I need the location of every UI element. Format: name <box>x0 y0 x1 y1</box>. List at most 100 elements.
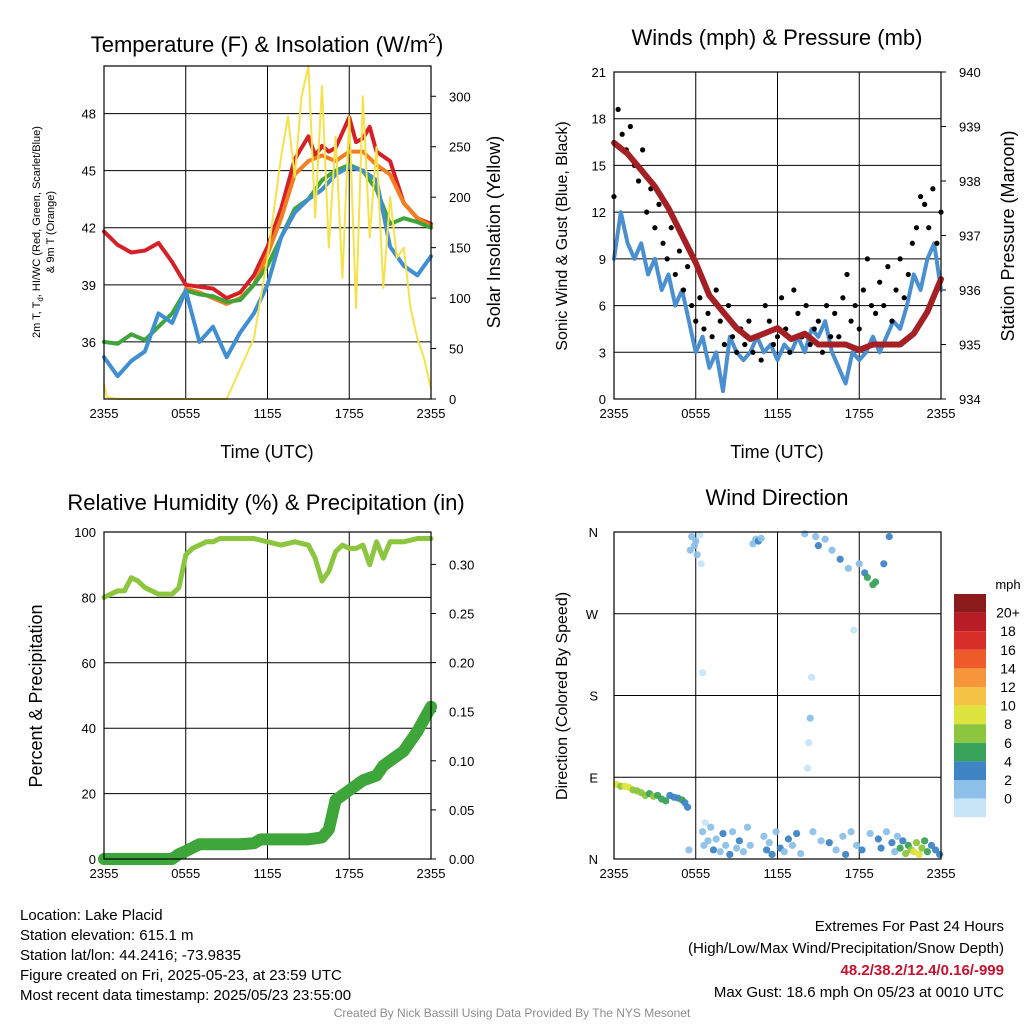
direction-point <box>852 841 861 849</box>
direction-point <box>921 837 929 845</box>
y-axis-label: Direction (Colored By Speed) <box>554 592 571 800</box>
chart-title: Temperature (F) & Insolation (W/m2) <box>91 30 444 57</box>
direction-point <box>910 848 918 856</box>
y2-tick-label: 938 <box>959 174 981 189</box>
x-tick-label: 2355 <box>90 406 119 421</box>
extremes-values: 48.2/38.2/12.4/0.16/-999 <box>840 962 1004 979</box>
direction-point <box>797 849 805 858</box>
direction-point <box>683 803 692 811</box>
gust-point <box>819 349 826 355</box>
series-line-precipitation <box>98 700 437 865</box>
max-gust: Max Gust: 18.6 mph On 05/23 at 0010 UTC <box>713 984 1004 1001</box>
y-tick-label: 0 <box>599 392 606 407</box>
direction-point <box>817 837 825 845</box>
y-tick-label: S <box>589 689 598 704</box>
y2-tick-label: 250 <box>449 140 471 155</box>
gust-point <box>668 225 674 231</box>
direction-point <box>704 837 712 845</box>
gust-point <box>770 341 777 348</box>
direction-point <box>712 835 720 843</box>
gust-point <box>672 271 678 278</box>
gust-point <box>848 318 854 324</box>
gust-point <box>811 326 817 332</box>
colorbar-title: mph <box>995 577 1020 592</box>
y2-tick-label: 0.15 <box>449 705 474 720</box>
direction-point <box>696 531 704 539</box>
gust-point <box>815 318 821 324</box>
direction-point <box>882 828 891 836</box>
x-tick-label: 1155 <box>764 406 792 421</box>
y2-tick-label: 0.00 <box>449 852 474 867</box>
y-tick-label: 48 <box>82 107 96 122</box>
gust-point <box>615 106 621 112</box>
y-tick-label: 60 <box>82 656 96 671</box>
colorbar-label: 12 <box>1000 679 1016 695</box>
direction-point <box>855 560 863 568</box>
direction-point <box>733 844 741 852</box>
colorbar-swatch <box>954 687 986 706</box>
direction-point <box>893 832 902 840</box>
y2-tick-label: 0.20 <box>449 656 474 671</box>
y-tick-label: 80 <box>82 590 96 605</box>
direction-point <box>825 839 833 847</box>
direction-point <box>757 534 765 542</box>
gust-point <box>926 225 932 231</box>
x-tick-label: 2355 <box>927 866 956 881</box>
y-axis-label: 2m T, Td, HI/WC (Red, Green, Scarlet/Blu… <box>31 126 45 338</box>
y2-tick-label: 940 <box>959 65 981 80</box>
direction-point <box>832 846 840 854</box>
direction-point <box>801 530 809 538</box>
gust-point <box>860 287 866 293</box>
chart-title: Relative Humidity (%) & Precipitation (i… <box>67 490 464 515</box>
x-tick-label: 1155 <box>764 866 792 881</box>
y-tick-label: 21 <box>592 65 606 80</box>
direction-point <box>768 850 776 859</box>
y-tick-label: N <box>589 525 598 540</box>
colorbar-label: 18 <box>1000 623 1016 639</box>
y-tick-label: 36 <box>82 335 96 350</box>
gust-point <box>750 349 756 355</box>
gust-point <box>762 302 768 309</box>
direction-point <box>814 542 822 550</box>
gust-point <box>619 131 625 137</box>
recent-timestamp: Most recent data timestamp: 2025/05/23 2… <box>20 987 352 1004</box>
gust-point <box>660 240 666 246</box>
gust-point <box>709 334 715 340</box>
y-tick-label: 6 <box>599 299 606 314</box>
y2-tick-label: 0.10 <box>449 754 474 769</box>
direction-point <box>726 850 734 859</box>
gust-point <box>734 349 740 355</box>
direction-point <box>912 839 921 847</box>
gust-point <box>701 326 707 332</box>
x-tick-label: 1755 <box>335 406 364 421</box>
x-tick-label: 2355 <box>600 866 629 881</box>
colorbar-label: 0 <box>1004 791 1012 807</box>
colorbar-swatch <box>954 798 986 818</box>
humidity-precipitation-chart: 2355 0555 1155 1755 23550204060801000.000.05… <box>26 490 474 881</box>
x-tick-label: 2355 <box>927 406 956 421</box>
credit-line: Created By Nick Bassill Using Data Provi… <box>333 1006 691 1020</box>
gust-point <box>676 248 683 254</box>
gust-point <box>684 264 691 270</box>
gust-point <box>864 256 871 262</box>
direction-point <box>866 829 874 838</box>
y2-axis-label: Station Pressure (Maroon) <box>998 130 1018 341</box>
gust-point <box>877 279 883 285</box>
x-axis-label: Time (UTC) <box>220 442 313 462</box>
direction-point <box>807 673 816 681</box>
y2-tick-label: 0.30 <box>449 557 474 572</box>
colorbar-swatch <box>954 761 986 780</box>
x-tick-label: 0555 <box>681 866 710 881</box>
gust-point <box>680 287 687 293</box>
winds-pressure-chart: 2355 0555 1155 1755 235503691215182193493593… <box>554 25 1018 462</box>
extremes-subtitle: (High/Low/Max Wind/Precipitation/Snow De… <box>688 940 1004 957</box>
figure-created: Figure created on Fri, 2025-05-23, at 23… <box>20 967 342 984</box>
direction-point <box>722 841 730 849</box>
gust-point <box>823 302 830 309</box>
direction-point <box>901 849 910 858</box>
plot-frame <box>103 65 432 400</box>
gust-point <box>758 357 764 363</box>
direction-point <box>936 850 944 859</box>
direction-point <box>891 848 899 856</box>
direction-point <box>772 828 780 836</box>
